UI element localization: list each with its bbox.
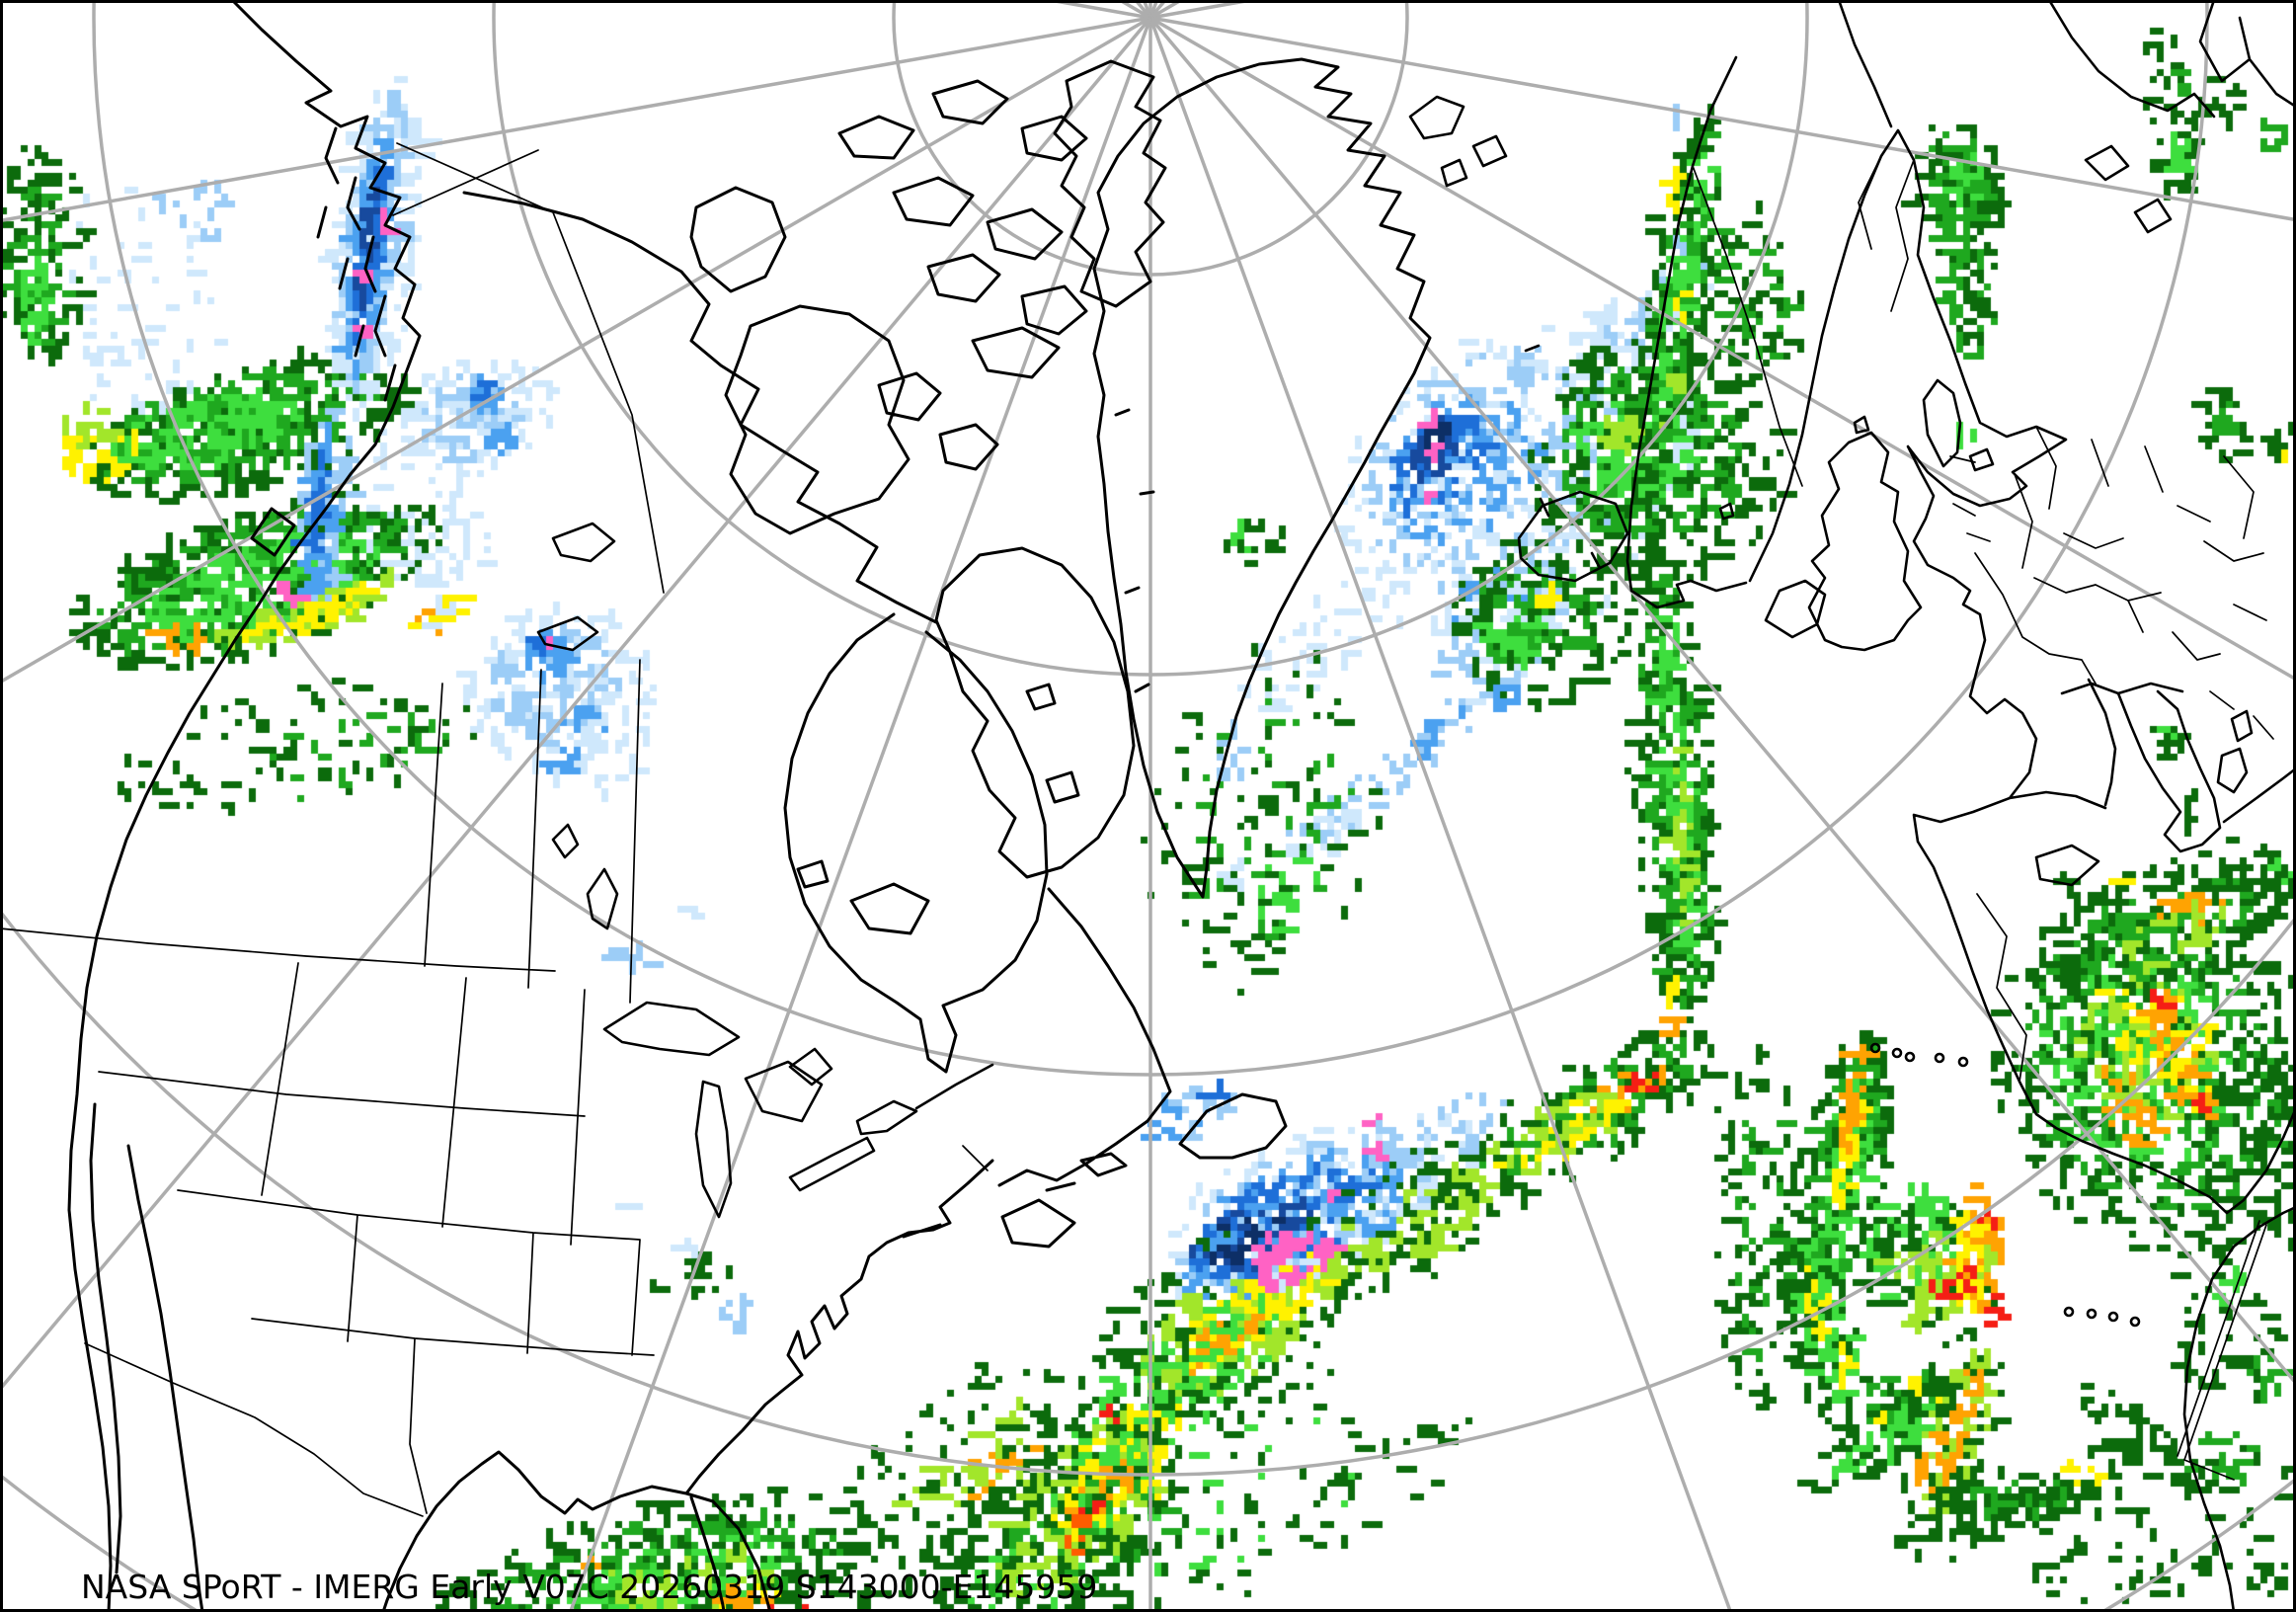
political-borders-layer: [0, 142, 2274, 1517]
coastline-layer: [67, 0, 2296, 1612]
us-east-gulf-coast: [381, 1092, 1288, 1612]
product-title-label: NASA SPoRT - IMERG Early V07C 20260319 S…: [81, 1568, 1098, 1606]
state-province-borders: [0, 142, 989, 1517]
atlantic-islands: [1869, 1042, 2141, 1328]
europe-coastlines: [1408, 0, 2296, 1612]
hudson-bay-labrador-coast: [783, 612, 1172, 1187]
greenland-coast: [1092, 57, 1432, 899]
great-lakes: [536, 522, 994, 1219]
canadian-arctic-islands: [689, 59, 1167, 935]
north-america-west-coast: [67, 0, 938, 1612]
alaska-panhandle-islands: [250, 126, 397, 557]
europe-country-borders: [1692, 155, 2274, 1481]
